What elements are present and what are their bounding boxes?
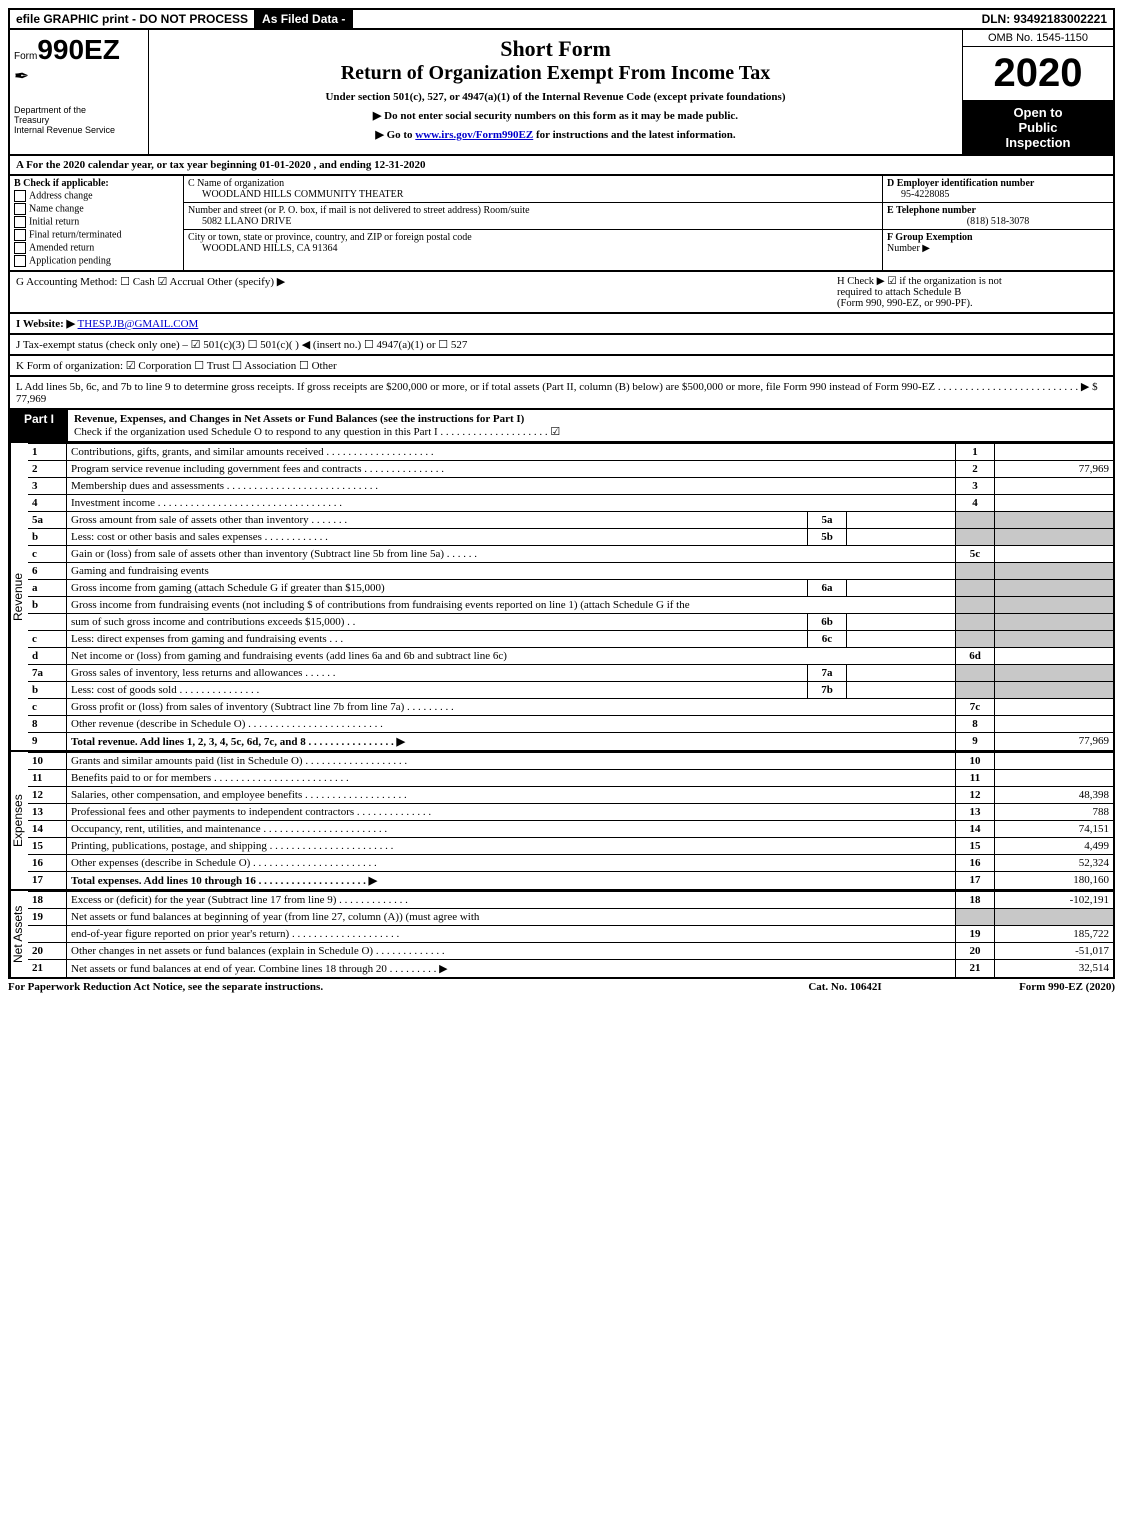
org-address: 5082 LLANO DRIVE bbox=[202, 216, 291, 227]
row-9: 9Total revenue. Add lines 1, 2, 3, 4, 5c… bbox=[28, 733, 1113, 751]
side-expenses: Expenses bbox=[10, 752, 28, 889]
row-6: 6Gaming and fundraising events bbox=[28, 563, 1113, 580]
row-15: 15Printing, publications, postage, and s… bbox=[28, 838, 1113, 855]
row-12: 12Salaries, other compensation, and empl… bbox=[28, 787, 1113, 804]
part-1-header: Part I Revenue, Expenses, and Changes in… bbox=[8, 410, 1115, 443]
section-def: D Employer identification number 95-4228… bbox=[882, 176, 1113, 270]
row-8: 8Other revenue (describe in Schedule O) … bbox=[28, 716, 1113, 733]
title-short-form: Short Form bbox=[157, 36, 954, 62]
omb-label: OMB No. 1545-1150 bbox=[963, 30, 1113, 47]
expenses-section: Expenses 10Grants and similar amounts pa… bbox=[8, 752, 1115, 891]
org-city: WOODLAND HILLS, CA 91364 bbox=[202, 243, 338, 254]
form-id: Form990EZ ✒ Department of the Treasury I… bbox=[10, 30, 149, 154]
line-a: A For the 2020 calendar year, or tax yea… bbox=[8, 156, 1115, 176]
row-5b: bLess: cost or other basis and sales exp… bbox=[28, 529, 1113, 546]
row-11: 11Benefits paid to or for members . . . … bbox=[28, 770, 1113, 787]
row-2: 2Program service revenue including gover… bbox=[28, 461, 1113, 478]
accounting-method: G Accounting Method: ☐ Cash ☑ Accrual Ot… bbox=[16, 275, 837, 309]
line-l: L Add lines 5b, 6c, and 7b to line 9 to … bbox=[8, 377, 1115, 410]
row-4: 4Investment income . . . . . . . . . . .… bbox=[28, 495, 1113, 512]
identity-box: B Check if applicable: Address change Na… bbox=[8, 176, 1115, 272]
line-j: J Tax-exempt status (check only one) – ☑… bbox=[8, 335, 1115, 356]
form-ref: Form 990-EZ (2020) bbox=[935, 981, 1115, 993]
filed-label: As Filed Data - bbox=[256, 10, 353, 28]
title-return: Return of Organization Exempt From Incom… bbox=[157, 62, 954, 85]
row-21: 21Net assets or fund balances at end of … bbox=[28, 960, 1113, 978]
part-1-label: Part I bbox=[10, 410, 68, 441]
side-revenue: Revenue bbox=[10, 443, 28, 750]
side-netassets: Net Assets bbox=[10, 891, 28, 977]
row-17: 17Total expenses. Add lines 10 through 1… bbox=[28, 872, 1113, 890]
top-bar: efile GRAPHIC print - DO NOT PROCESS As … bbox=[8, 8, 1115, 30]
row-14: 14Occupancy, rent, utilities, and mainte… bbox=[28, 821, 1113, 838]
cat-no: Cat. No. 10642I bbox=[755, 981, 935, 993]
phone: (818) 518-3078 bbox=[887, 216, 1109, 227]
revenue-section: Revenue 1Contributions, gifts, grants, a… bbox=[8, 443, 1115, 752]
row-6b: bGross income from fundraising events (n… bbox=[28, 597, 1113, 614]
row-7c: cGross profit or (loss) from sales of in… bbox=[28, 699, 1113, 716]
row-3: 3Membership dues and assessments . . . .… bbox=[28, 478, 1113, 495]
row-6c: cLess: direct expenses from gaming and f… bbox=[28, 631, 1113, 648]
line-k: K Form of organization: ☑ Corporation ☐ … bbox=[8, 356, 1115, 377]
ein: 95-4228085 bbox=[901, 189, 949, 200]
paperwork-notice: For Paperwork Reduction Act Notice, see … bbox=[8, 981, 755, 993]
dept-label: Department of the Treasury Internal Reve… bbox=[14, 105, 144, 135]
line-gh: G Accounting Method: ☐ Cash ☑ Accrual Ot… bbox=[8, 272, 1115, 314]
row-5a: 5aGross amount from sale of assets other… bbox=[28, 512, 1113, 529]
netassets-section: Net Assets 18Excess or (deficit) for the… bbox=[8, 891, 1115, 979]
form-title: Short Form Return of Organization Exempt… bbox=[149, 30, 962, 154]
form-header: Form990EZ ✒ Department of the Treasury I… bbox=[8, 30, 1115, 156]
row-7a: 7aGross sales of inventory, less returns… bbox=[28, 665, 1113, 682]
row-19a: 19Net assets or fund balances at beginni… bbox=[28, 909, 1113, 926]
row-16: 16Other expenses (describe in Schedule O… bbox=[28, 855, 1113, 872]
section-c: C Name of organization WOODLAND HILLS CO… bbox=[184, 176, 882, 270]
irs-link[interactable]: www.irs.gov/Form990EZ bbox=[415, 129, 533, 141]
row-6b2: sum of such gross income and contributio… bbox=[28, 614, 1113, 631]
row-18: 18Excess or (deficit) for the year (Subt… bbox=[28, 892, 1113, 909]
org-name: WOODLAND HILLS COMMUNITY THEATER bbox=[202, 189, 403, 200]
row-6a: aGross income from gaming (attach Schedu… bbox=[28, 580, 1113, 597]
schedule-b-check: H Check ▶ ☑ if the organization is not r… bbox=[837, 275, 1107, 309]
row-1: 1Contributions, gifts, grants, and simil… bbox=[28, 444, 1113, 461]
website-link[interactable]: THESP.JB@GMAIL.COM bbox=[78, 318, 199, 330]
row-10: 10Grants and similar amounts paid (list … bbox=[28, 753, 1113, 770]
efile-label: efile GRAPHIC print - DO NOT PROCESS bbox=[10, 10, 256, 28]
row-13: 13Professional fees and other payments t… bbox=[28, 804, 1113, 821]
row-5c: cGain or (loss) from sale of assets othe… bbox=[28, 546, 1113, 563]
line-i: I Website: ▶ THESP.JB@GMAIL.COM bbox=[8, 314, 1115, 335]
dln-label: DLN: 93492183002221 bbox=[976, 10, 1113, 28]
section-b: B Check if applicable: Address change Na… bbox=[10, 176, 184, 270]
row-20: 20Other changes in net assets or fund ba… bbox=[28, 943, 1113, 960]
page-footer: For Paperwork Reduction Act Notice, see … bbox=[8, 979, 1115, 995]
row-19b: end-of-year figure reported on prior yea… bbox=[28, 926, 1113, 943]
row-6d: dNet income or (loss) from gaming and fu… bbox=[28, 648, 1113, 665]
row-7b: bLess: cost of goods sold . . . . . . . … bbox=[28, 682, 1113, 699]
form-meta: OMB No. 1545-1150 2020 Open to Public In… bbox=[962, 30, 1113, 154]
open-public: Open to Public Inspection bbox=[963, 100, 1113, 154]
tax-year: 2020 bbox=[963, 47, 1113, 100]
